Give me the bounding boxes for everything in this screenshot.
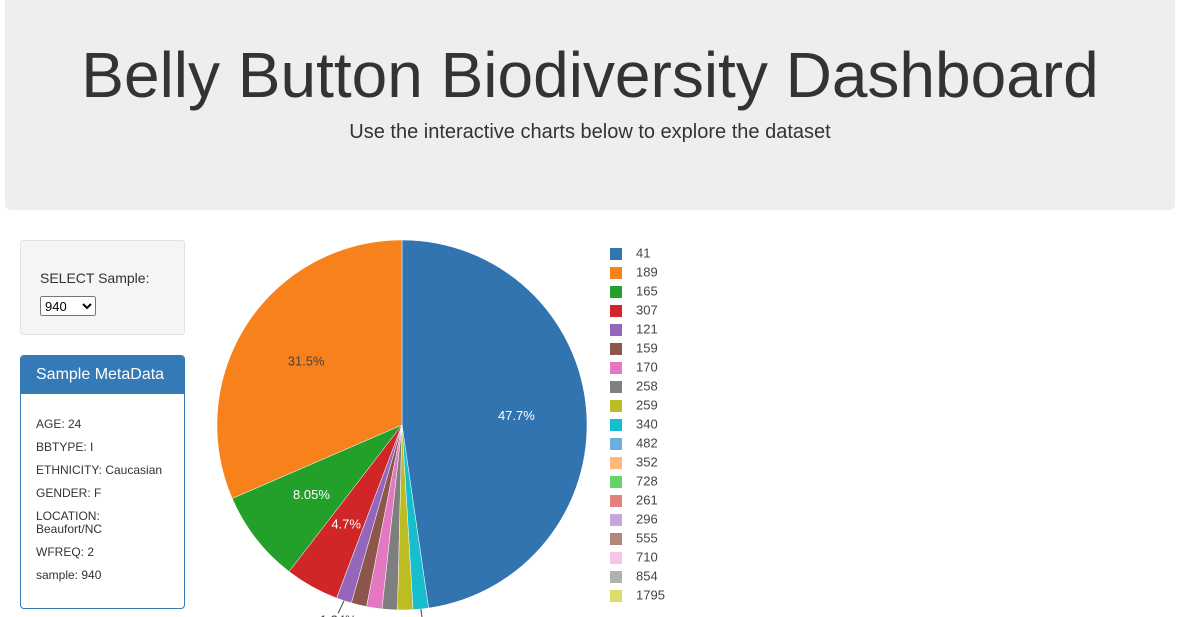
legend-label: 340 — [636, 416, 658, 431]
metadata-panel: Sample MetaData AGE: 24 BBTYPE: I ETHNICIT… — [20, 355, 185, 609]
header: Belly Button Biodiversity Dashboard Use … — [5, 0, 1175, 210]
legend-swatch — [610, 286, 622, 298]
legend-swatch — [610, 324, 622, 336]
legend-label: 296 — [636, 511, 658, 526]
legend-swatch — [610, 343, 622, 355]
legend-swatch — [610, 305, 622, 317]
legend-swatch — [610, 457, 622, 469]
legend-swatch — [610, 514, 622, 526]
label-leader — [337, 600, 345, 614]
legend-label: 1795 — [636, 587, 665, 602]
slice-label: 1.34% — [320, 613, 357, 617]
metadata-item: BBTYPE: I — [36, 440, 94, 454]
legend-swatch — [610, 438, 622, 450]
legend-label: 189 — [636, 264, 658, 279]
legend-swatch — [610, 533, 622, 545]
legend-label: 854 — [636, 568, 658, 583]
legend-label: 159 — [636, 340, 658, 355]
legend-label: 555 — [636, 530, 658, 545]
legend-label: 165 — [636, 283, 658, 298]
legend-swatch — [610, 571, 622, 583]
legend-label: 121 — [636, 321, 658, 336]
legend-swatch — [610, 400, 622, 412]
selector-label: SELECT Sample: — [40, 270, 150, 286]
pie-slice — [216, 239, 403, 499]
pie-slice — [401, 239, 588, 609]
legend-swatch — [610, 476, 622, 488]
label-leader — [420, 608, 423, 617]
sample-select[interactable]: 940 — [40, 296, 96, 316]
legend-label: 259 — [636, 397, 658, 412]
slice-label: 4.7% — [331, 517, 361, 532]
legend-swatch — [610, 552, 622, 564]
metadata-item: ETHNICITY: Caucasian — [36, 463, 163, 477]
slice-label: 8.05% — [293, 487, 330, 502]
legend-label: 258 — [636, 378, 658, 393]
legend-swatch — [610, 590, 622, 602]
selector-panel: SELECT Sample: 940 — [20, 240, 185, 335]
metadata-item: AGE: 24 — [36, 417, 82, 431]
pie-slice — [231, 424, 403, 572]
legend-label: 352 — [636, 454, 658, 469]
metadata-item: GENDER: F — [36, 486, 102, 500]
page-subtitle: Use the interactive charts below to expl… — [349, 121, 831, 143]
page-title: Belly Button Biodiversity Dashboard — [81, 39, 1099, 111]
legend-swatch — [610, 362, 622, 374]
legend-label: 307 — [636, 302, 658, 317]
metadata-body: AGE: 24 BBTYPE: I ETHNICITY: Caucasian GEND… — [21, 394, 184, 582]
slice-label: 47.7% — [498, 408, 535, 423]
legend-label: 170 — [636, 359, 658, 374]
legend-label: 482 — [636, 435, 658, 450]
legend-label: 728 — [636, 473, 658, 488]
legend-swatch — [610, 248, 622, 260]
legend-swatch — [610, 495, 622, 507]
slice-label: 31.5% — [288, 353, 325, 368]
legend-swatch — [610, 381, 622, 393]
legend-swatch — [610, 267, 622, 279]
legend-swatch — [610, 419, 622, 431]
legend-label: 41 — [636, 245, 650, 260]
metadata-item: WFREQ: 2 — [36, 545, 95, 559]
metadata-item: LOCATION: Beaufort/NC — [36, 509, 103, 536]
metadata-title: Sample MetaData — [21, 356, 184, 394]
metadata-item: sample: 940 — [36, 568, 102, 582]
legend-label: 261 — [636, 492, 658, 507]
legend-label: 710 — [636, 549, 658, 564]
